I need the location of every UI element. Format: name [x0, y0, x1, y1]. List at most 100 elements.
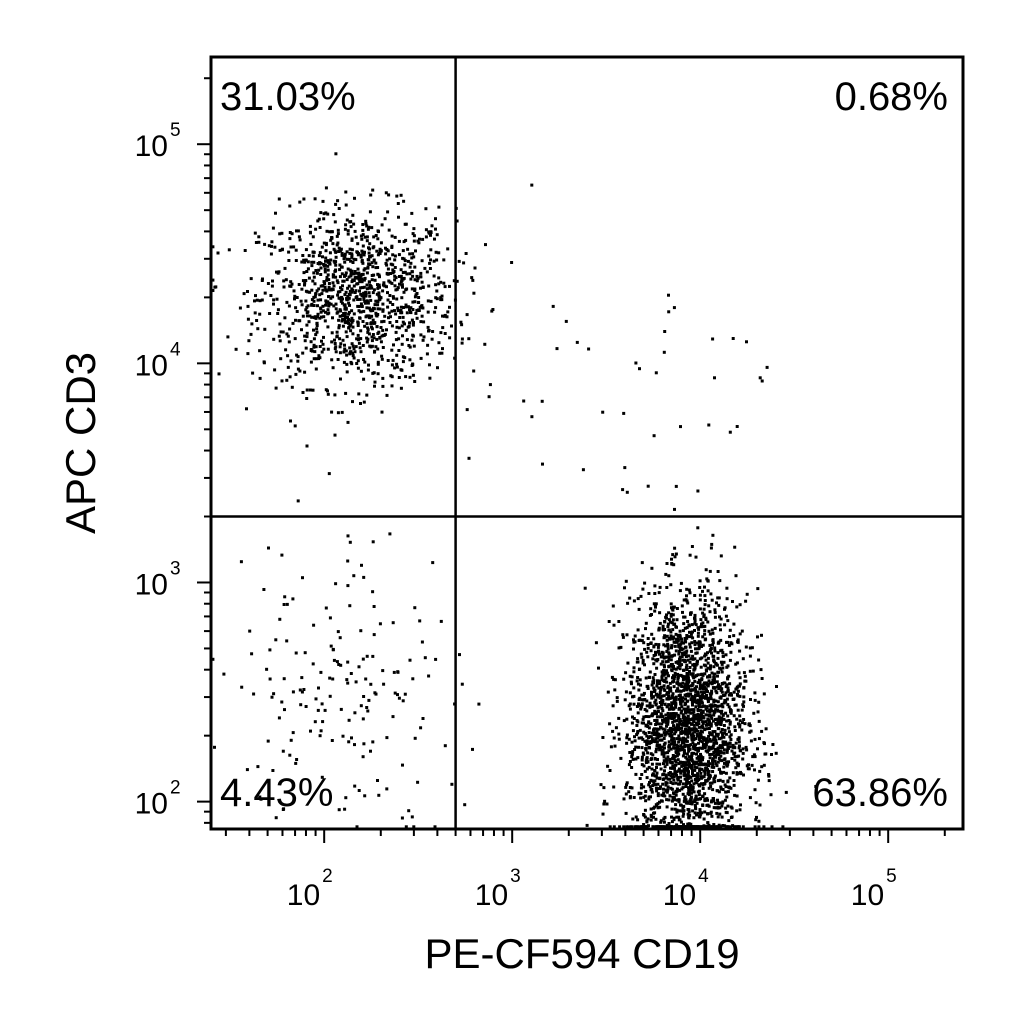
event-dot [675, 637, 678, 641]
event-dot [638, 678, 642, 682]
event-dot [395, 353, 399, 357]
event-dot [312, 623, 316, 627]
x-axis-ticks [224, 829, 946, 843]
event-dot [645, 743, 649, 747]
event-dot [687, 816, 691, 820]
event-dot [736, 638, 740, 642]
event-dot [686, 620, 690, 623]
event-dot [717, 825, 721, 829]
event-dot [729, 641, 733, 645]
event-dot [732, 783, 736, 787]
event-dot [411, 333, 415, 337]
event-dot [717, 823, 721, 827]
event-dot [450, 782, 454, 786]
event-dot [303, 283, 306, 287]
event-dot [713, 646, 717, 650]
event-dot [666, 777, 670, 781]
event-dot [628, 707, 632, 711]
event-dot [370, 327, 374, 331]
event-dot [427, 230, 431, 234]
event-dot [639, 786, 643, 790]
event-dot [420, 280, 424, 284]
event-dot [412, 239, 416, 243]
event-dot [694, 699, 697, 703]
event-dot [687, 810, 691, 814]
event-dot [344, 290, 348, 294]
event-dot [637, 702, 640, 706]
event-dot [300, 328, 303, 332]
event-dot [675, 737, 679, 741]
event-dot [323, 319, 327, 323]
event-dot [678, 738, 682, 741]
event-dot [683, 645, 687, 649]
event-dot [714, 699, 718, 703]
event-dot [726, 689, 730, 693]
event-dot [623, 466, 627, 470]
event-dot [678, 633, 682, 637]
event-dot [381, 328, 385, 332]
event-dot [350, 248, 354, 252]
event-dot [689, 796, 693, 800]
event-dot [399, 274, 403, 278]
event-dot [359, 337, 363, 341]
event-dot [414, 311, 418, 315]
event-dot [654, 817, 658, 821]
event-dot [270, 695, 274, 699]
event-dot [661, 748, 665, 752]
event-dot [738, 694, 742, 698]
event-dot [630, 825, 633, 829]
event-dot [300, 676, 304, 680]
event-dot [343, 318, 347, 322]
event-dot [640, 783, 644, 787]
event-dot [410, 815, 414, 819]
event-dot [365, 322, 369, 326]
event-dot [404, 222, 408, 226]
event-dot [701, 611, 705, 615]
event-dot [675, 815, 679, 819]
event-dot [709, 665, 712, 669]
event-dot [400, 296, 404, 300]
event-dot [662, 636, 666, 640]
event-dot [370, 286, 374, 290]
event-dot [702, 817, 706, 821]
event-dot [296, 229, 300, 233]
event-dot [741, 747, 745, 751]
event-dot [626, 825, 630, 829]
event-dot [664, 789, 668, 793]
event-dot [627, 763, 631, 767]
event-dot [660, 675, 664, 679]
event-dot [268, 312, 272, 315]
event-dot [721, 779, 725, 783]
event-dot [656, 658, 660, 661]
event-dot [711, 641, 715, 645]
event-dot [682, 770, 686, 774]
event-dot [672, 622, 676, 626]
event-dot [709, 800, 713, 804]
event-dot [606, 690, 610, 694]
event-dot [649, 752, 653, 756]
event-dot [397, 253, 401, 257]
event-dot [652, 728, 656, 732]
event-dot [362, 285, 366, 289]
event-dot [708, 681, 712, 685]
event-dot [733, 755, 737, 759]
event-dot [392, 670, 396, 674]
event-dot [408, 308, 411, 312]
event-dot [673, 507, 676, 511]
event-dot [372, 605, 376, 608]
event-dot [673, 640, 677, 644]
event-dot [693, 675, 697, 679]
event-dot [710, 752, 714, 756]
event-dot [694, 705, 698, 709]
event-dot [369, 298, 373, 302]
event-dot [668, 727, 672, 731]
event-dot [689, 689, 693, 693]
event-dot [657, 628, 661, 632]
event-dot [700, 684, 703, 688]
event-dot [703, 594, 707, 598]
event-dot [341, 314, 344, 318]
event-dot [718, 806, 722, 810]
event-dot [703, 585, 706, 589]
event-dot [643, 663, 646, 667]
event-dot [673, 675, 677, 678]
